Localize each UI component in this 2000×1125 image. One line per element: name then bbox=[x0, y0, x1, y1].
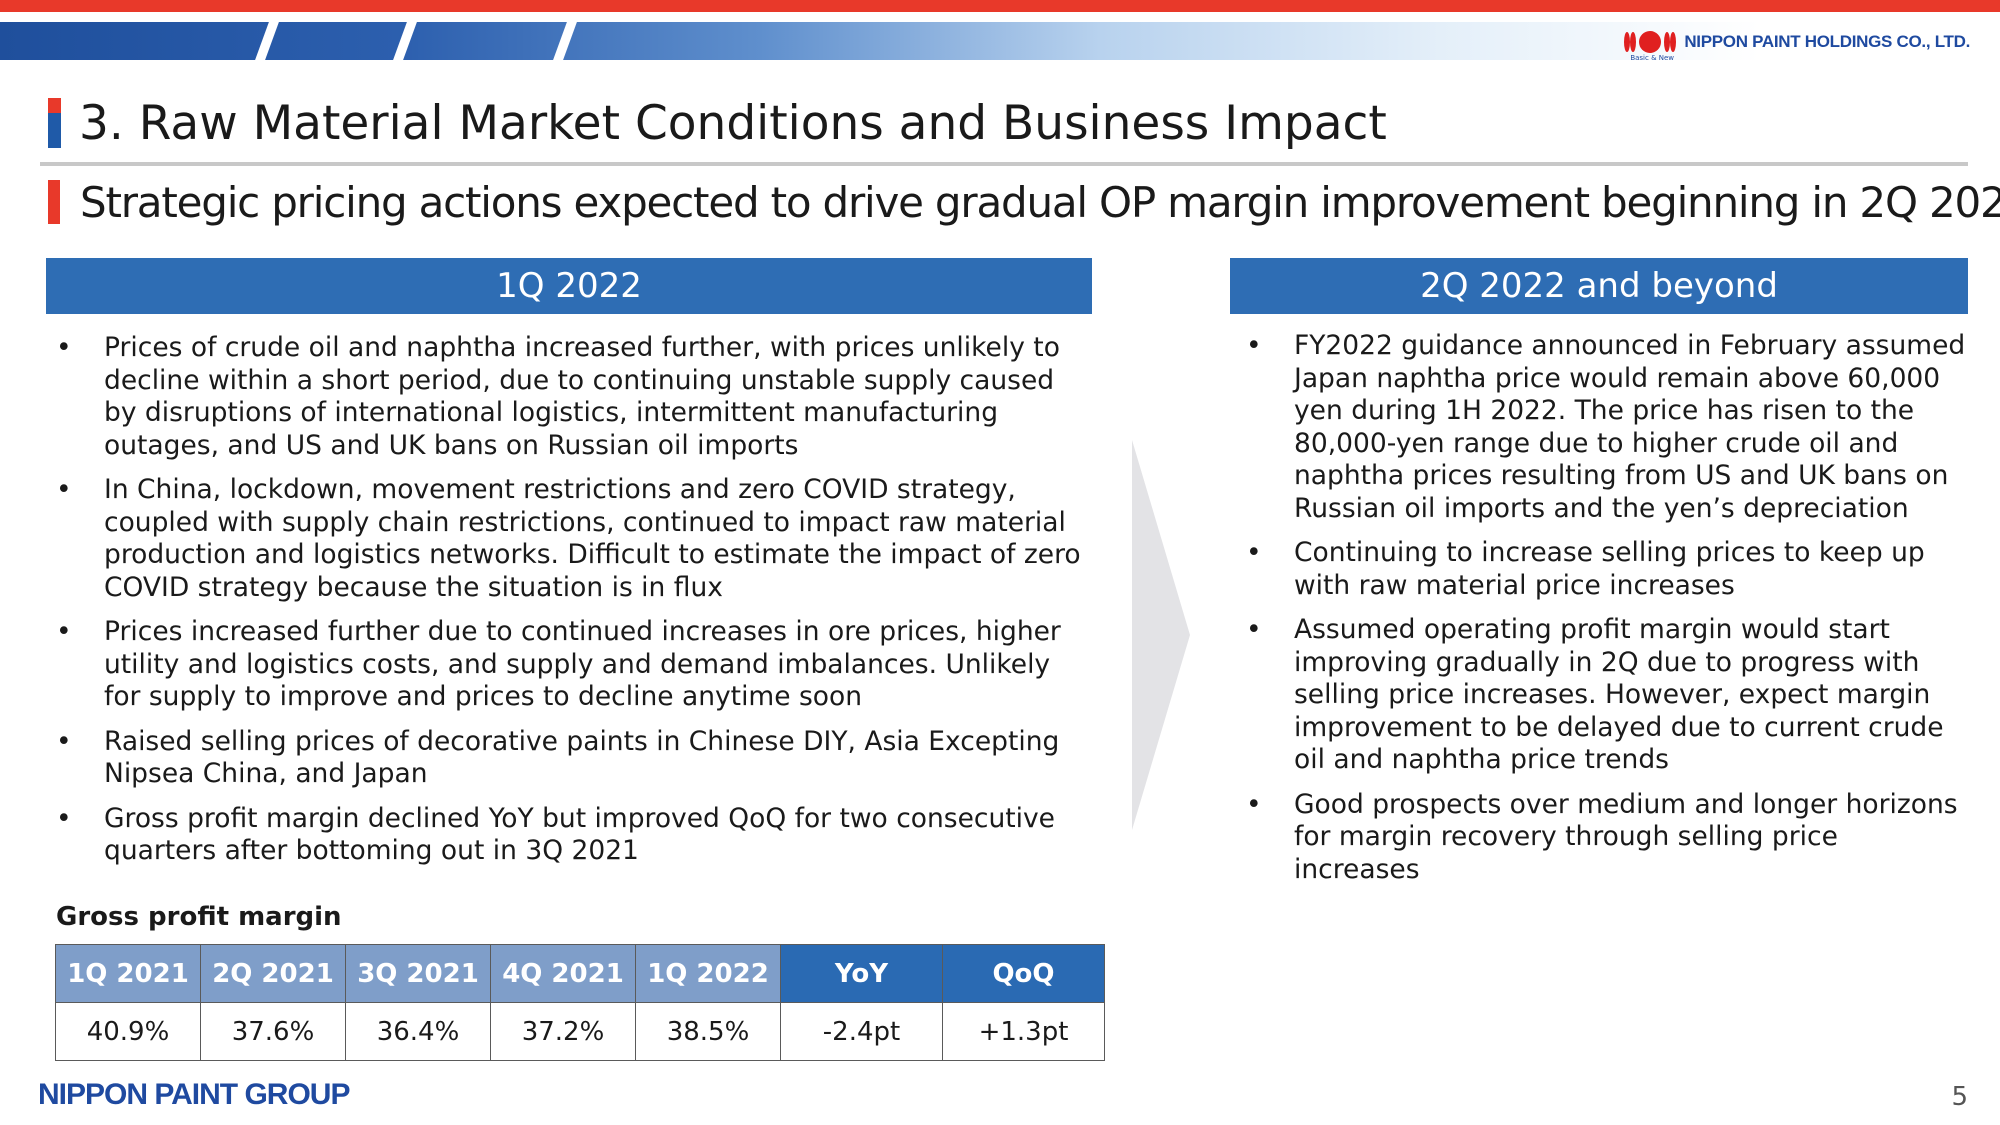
bullet-icon: • bbox=[56, 616, 72, 647]
bullet-text: FY2022 guidance announced in February as… bbox=[1294, 330, 1966, 524]
right-panel-heading: 2Q 2022 and beyond bbox=[1230, 258, 1968, 314]
table-header-cell: 4Q 2021 bbox=[490, 944, 636, 1003]
title-divider bbox=[40, 162, 1968, 166]
table-caption: Gross profit margin bbox=[56, 902, 342, 932]
bullet-text: Assumed operating profit margin would st… bbox=[1294, 614, 1944, 775]
left-bullet-list: • Prices of crude oil and naphtha increas… bbox=[46, 332, 1086, 880]
gross-profit-margin-table: 1Q 2021 2Q 2021 3Q 2021 4Q 2021 1Q 2022 … bbox=[55, 944, 1105, 1061]
bullet-icon: • bbox=[56, 802, 72, 834]
bullet-icon: • bbox=[56, 332, 72, 363]
subtitle-accent-bar bbox=[48, 180, 60, 224]
bullet-text: Good prospects over medium and longer ho… bbox=[1294, 788, 1958, 885]
table-cell: 37.6% bbox=[200, 1002, 346, 1061]
table-cell: +1.3pt bbox=[942, 1002, 1105, 1061]
bullet-icon: • bbox=[56, 725, 72, 757]
table-header-cell: 1Q 2022 bbox=[635, 944, 781, 1003]
logo-tagline: Basic & New bbox=[1630, 54, 1675, 62]
page-subtitle: Strategic pricing actions expected to dr… bbox=[80, 177, 2000, 227]
table-cell: 40.9% bbox=[55, 1002, 201, 1061]
bullet-icon: • bbox=[1246, 614, 1262, 645]
bullet-text: Prices increased further due to continue… bbox=[104, 616, 1061, 712]
list-item: • FY2022 guidance announced in February a… bbox=[1236, 330, 1966, 525]
list-item: • In China, lockdown, movement restrictio… bbox=[46, 474, 1086, 604]
bullet-icon: • bbox=[1246, 788, 1262, 820]
right-bullet-list: • FY2022 guidance announced in February a… bbox=[1236, 330, 1966, 898]
bullet-icon: • bbox=[56, 474, 72, 505]
company-logo: Basic & New NIPPON PAINT HOLDINGS CO., L… bbox=[1622, 28, 1970, 62]
page-title: 3. Raw Material Market Conditions and Bu… bbox=[79, 95, 1387, 151]
bullet-text: In China, lockdown, movement restriction… bbox=[104, 474, 1081, 603]
title-accent-bar bbox=[48, 98, 61, 148]
subtitle-block: Strategic pricing actions expected to dr… bbox=[48, 177, 2000, 227]
list-item: • Continuing to increase selling prices t… bbox=[1236, 537, 1966, 602]
table-cell: 36.4% bbox=[345, 1002, 491, 1061]
list-item: • Prices increased further due to continu… bbox=[46, 616, 1086, 714]
table-header-row: 1Q 2021 2Q 2021 3Q 2021 4Q 2021 1Q 2022 … bbox=[55, 944, 1105, 1003]
table-cell: -2.4pt bbox=[780, 1002, 943, 1061]
nippon-paint-logo-icon: Basic & New bbox=[1622, 28, 1678, 62]
title-block: 3. Raw Material Market Conditions and Bu… bbox=[48, 95, 1387, 151]
table-cell: 38.5% bbox=[635, 1002, 781, 1061]
company-logo-text: NIPPON PAINT HOLDINGS CO., LTD. bbox=[1684, 32, 1970, 51]
table-header-cell: YoY bbox=[780, 944, 943, 1003]
list-item: • Good prospects over medium and longer h… bbox=[1236, 789, 1966, 887]
bullet-text: Prices of crude oil and naphtha increase… bbox=[104, 332, 1060, 461]
bullet-icon: • bbox=[1246, 330, 1262, 361]
table-header-cell: 2Q 2021 bbox=[200, 944, 346, 1003]
table-header-cell: 3Q 2021 bbox=[345, 944, 491, 1003]
left-panel-heading: 1Q 2022 bbox=[46, 258, 1092, 314]
table-header-cell: 1Q 2021 bbox=[55, 944, 201, 1003]
top-red-bar bbox=[0, 0, 2000, 12]
list-item: • Gross profit margin declined YoY but im… bbox=[46, 803, 1086, 868]
table-row: 40.9% 37.6% 36.4% 37.2% 38.5% -2.4pt +1.… bbox=[55, 1002, 1105, 1061]
group-logo: NIPPON PAINT GROUP bbox=[38, 1078, 350, 1111]
chevron-right-icon bbox=[1132, 440, 1190, 830]
table-header-cell: QoQ bbox=[942, 944, 1105, 1003]
list-item: • Raised selling prices of decorative pai… bbox=[46, 726, 1086, 791]
bullet-text: Raised selling prices of decorative pain… bbox=[104, 725, 1060, 790]
bullet-text: Gross profit margin declined YoY but imp… bbox=[104, 802, 1055, 867]
bullet-text: Continuing to increase selling prices to… bbox=[1294, 537, 1925, 601]
bullet-icon: • bbox=[1246, 537, 1262, 568]
list-item: • Assumed operating profit margin would s… bbox=[1236, 614, 1966, 777]
page-number: 5 bbox=[1951, 1082, 1968, 1112]
list-item: • Prices of crude oil and naphtha increas… bbox=[46, 332, 1086, 462]
table-cell: 37.2% bbox=[490, 1002, 636, 1061]
